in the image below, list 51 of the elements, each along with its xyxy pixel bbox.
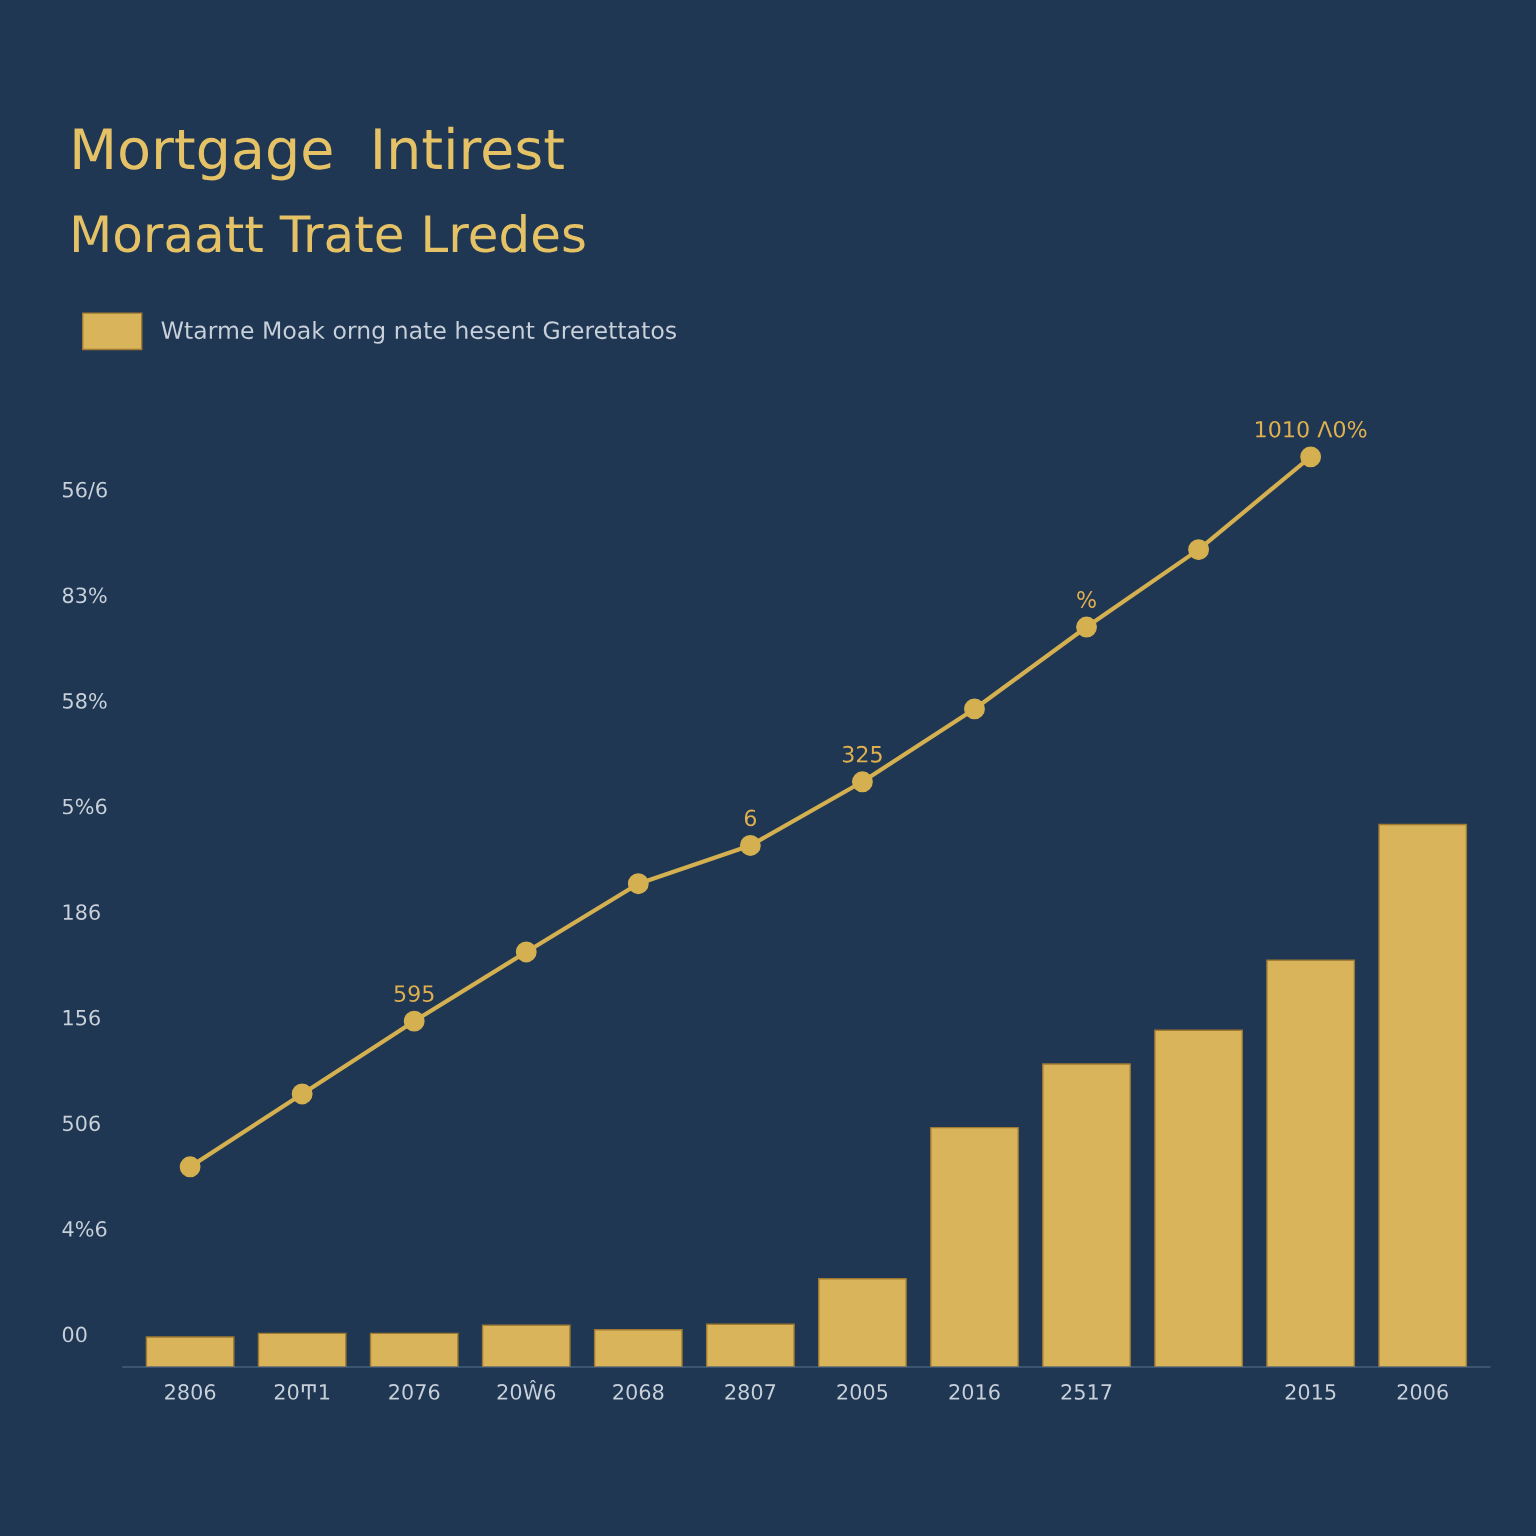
text: 83% <box>62 587 107 604</box>
text: 5%6 <box>63 798 107 815</box>
bar <box>818 1278 907 1368</box>
point <box>179 1156 201 1178</box>
annotation: 325 <box>842 745 882 763</box>
point <box>627 873 649 895</box>
x-tick-label: 2068 <box>613 1384 664 1400</box>
bar <box>593 1329 683 1368</box>
bar <box>481 1324 571 1368</box>
bar <box>705 1323 795 1368</box>
text: 156 <box>63 1009 100 1026</box>
bar <box>930 1126 1019 1368</box>
point <box>1300 446 1322 468</box>
point <box>403 1010 425 1032</box>
x-tick-label: 2006 <box>1397 1384 1448 1400</box>
text: 58% <box>63 693 107 709</box>
chart-subtitle: Moraatt Trate Lredes <box>74 213 585 253</box>
point <box>852 771 873 793</box>
x-tick-label: 2016 <box>949 1384 1000 1400</box>
annotation: 6 <box>744 809 757 827</box>
annotation: 1010 Λ0% <box>1256 420 1367 438</box>
x-tick-label: 2076 <box>389 1384 440 1400</box>
x-tick-label: 2005 <box>837 1384 888 1400</box>
x-tick-label: 2807 <box>725 1384 776 1400</box>
point <box>291 1083 313 1105</box>
chart-title: Mortgage Intirest <box>74 126 564 181</box>
bar <box>1042 1063 1131 1368</box>
bar <box>145 1336 235 1368</box>
text: 186 <box>63 904 100 920</box>
x-tick-label: 2806 <box>165 1384 216 1400</box>
point <box>964 698 985 720</box>
text: 506 <box>63 1115 100 1132</box>
point <box>515 941 537 963</box>
annotation: 595 <box>394 985 434 1003</box>
text: 56/6 <box>63 481 107 500</box>
bar <box>1266 959 1356 1368</box>
point <box>739 835 761 856</box>
point <box>1076 616 1097 638</box>
x-tick-label: 2517 <box>1061 1384 1112 1400</box>
bar <box>1378 823 1468 1368</box>
point <box>1188 539 1210 561</box>
text: 4%6 <box>62 1221 107 1237</box>
x-tick-label: 20Ͳ1 <box>274 1384 330 1400</box>
bar <box>369 1332 459 1368</box>
bar <box>257 1332 347 1368</box>
legend-label: Wtarme Moak orng nate hesent Grerettatos <box>161 320 676 344</box>
text: 00 <box>62 1326 87 1343</box>
bar <box>1154 1029 1243 1368</box>
annotation: % <box>1077 591 1096 608</box>
x-tick-label: 2015 <box>1285 1384 1336 1400</box>
x-tick-label: 20Ŵ6 <box>497 1380 556 1400</box>
